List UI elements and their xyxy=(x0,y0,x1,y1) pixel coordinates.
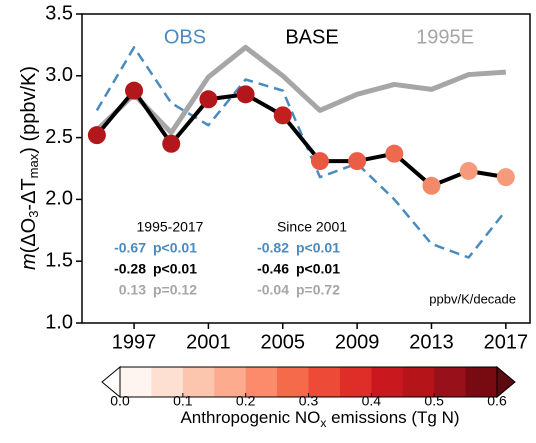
stats-cell: p<0.01 xyxy=(296,240,340,256)
marker xyxy=(459,161,478,180)
stats-header: 1995-2017 xyxy=(137,219,204,235)
marker xyxy=(199,90,218,109)
marker xyxy=(496,168,515,187)
stats-cell: -0.28 xyxy=(114,261,146,277)
series-line xyxy=(95,46,507,259)
x-tick-label: 2013 xyxy=(409,331,454,353)
legend-label: BASE xyxy=(285,26,338,48)
colorbar-segment xyxy=(120,367,152,397)
x-tick-label: 2005 xyxy=(261,331,306,353)
colorbar-tick-label: 0.3 xyxy=(299,393,319,409)
marker xyxy=(236,85,255,104)
y-tick-label: 2.0 xyxy=(45,188,73,210)
stats-header: Since 2001 xyxy=(277,219,347,235)
stats-cell: p=0.72 xyxy=(296,282,340,298)
marker xyxy=(162,134,181,153)
marker xyxy=(87,126,106,145)
colorbar-tick-label: 0.6 xyxy=(487,393,507,409)
x-tick-label: 1997 xyxy=(112,331,157,353)
cb-label-part: emissions (Tg N) xyxy=(326,408,459,427)
marker xyxy=(348,152,367,171)
stats-cell: -0.46 xyxy=(257,261,289,277)
colorbar-tick-label: 0.4 xyxy=(362,393,382,409)
cb-label-part: Anthropogenic NO xyxy=(180,408,320,427)
colorbar-label: Anthropogenic NOx emissions (Tg N) xyxy=(180,408,459,430)
y-label-part: 3 xyxy=(26,211,41,218)
stats-cell: p=0.12 xyxy=(153,282,197,298)
legend-label: OBS xyxy=(164,26,206,48)
y-label-part: (ΔO xyxy=(18,218,40,254)
colorbar-tick-label: 0.2 xyxy=(236,393,256,409)
legend-label: 1995E xyxy=(416,26,474,48)
colorbar-segment xyxy=(182,367,215,397)
cb-label-part: x xyxy=(320,416,326,430)
series-line xyxy=(95,88,507,188)
series-line xyxy=(95,44,506,136)
y-tick-label: 1.5 xyxy=(45,249,73,271)
y-tick-label: 3.5 xyxy=(45,2,73,24)
stats-cell: -0.04 xyxy=(257,282,289,298)
marker xyxy=(273,106,292,125)
marker xyxy=(422,176,441,195)
y-label-part: m xyxy=(18,253,40,270)
colorbar-segment xyxy=(308,367,341,397)
y-label-part: max xyxy=(26,153,41,178)
x-tick-label: 2017 xyxy=(484,331,529,353)
y-axis-label: m(ΔO3-ΔTmax) (ppbv/K) xyxy=(18,66,41,270)
colorbar-segment xyxy=(214,367,247,397)
colorbar-segment xyxy=(151,367,184,397)
colorbar-tick-label: 0.5 xyxy=(424,393,444,409)
colorbar-segment xyxy=(434,367,467,397)
y-label-part: -ΔT xyxy=(18,178,40,210)
stats-cell: p<0.01 xyxy=(153,261,197,277)
colorbar-tick-label: 0.1 xyxy=(173,393,193,409)
colorbar-segment xyxy=(245,367,278,397)
stats-cell: -0.67 xyxy=(114,240,146,256)
colorbar-segment xyxy=(465,367,498,397)
x-tick-label: 2009 xyxy=(335,331,380,353)
x-tick-label: 2001 xyxy=(186,331,231,353)
colorbar-tick-label: 0.0 xyxy=(110,393,130,409)
y-tick-label: 1.0 xyxy=(45,311,73,333)
marker xyxy=(125,81,144,100)
marker xyxy=(385,144,404,163)
colorbar-segment xyxy=(339,367,372,397)
y-tick-label: 3.0 xyxy=(45,64,73,86)
plot-frame xyxy=(81,13,531,324)
stats-units: ppbv/K/decade xyxy=(429,291,516,306)
colorbar-segment xyxy=(402,367,435,397)
y-tick-label: 2.5 xyxy=(45,126,73,148)
stats-cell: -0.82 xyxy=(257,240,289,256)
stats-cell: 0.13 xyxy=(119,282,146,298)
marker xyxy=(310,152,329,171)
stats-cell: p<0.01 xyxy=(153,240,197,256)
stats-cell: p<0.01 xyxy=(296,261,340,277)
y-label-part: ) (ppbv/K) xyxy=(18,66,40,154)
colorbar-segment xyxy=(371,367,404,397)
colorbar-segment xyxy=(277,367,309,397)
